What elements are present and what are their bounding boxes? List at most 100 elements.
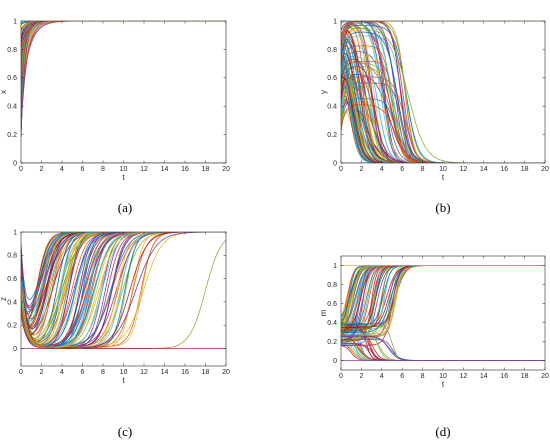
x-tick-label: 6 [81,166,85,173]
x-tick-label: 2 [40,369,44,376]
series-line [21,232,226,328]
x-axis-label: t [122,173,125,182]
series-line [341,73,545,163]
y-tick-label: 0.8 [327,47,337,54]
series-line [341,51,545,163]
panel-caption: (a) [118,200,132,215]
x-tick-label: 2 [40,166,44,173]
x-tick-label: 10 [120,166,128,173]
x-tick-label: 0 [19,166,23,173]
x-axis-label: t [442,173,445,182]
x-tick-label: 12 [140,166,148,173]
x-tick-label: 16 [500,373,508,380]
x-tick-label: 16 [181,369,189,376]
series-line [341,80,545,163]
series-line [341,77,545,163]
series-line [341,55,545,163]
series-line [341,30,545,163]
x-axis-label: t [122,376,125,385]
x-tick-label: 14 [161,369,169,376]
series-line [341,31,545,163]
series-line [341,23,545,163]
series-line [341,60,545,163]
x-tick-label: 18 [521,166,529,173]
y-tick-label: 1 [333,18,337,25]
panel-c: 0 2 4 6 8 10 12 14 16 18 20 0 0.2 0.4 0.6 0.8 1 t z (c) [0,229,230,439]
series-line [21,232,226,332]
y-tick-label: 0.2 [7,323,17,330]
y-tick-label: 0.4 [327,320,337,327]
x-tick-label: 4 [380,373,384,380]
series-line [341,29,545,163]
series-line [21,232,226,348]
panel-caption: (c) [118,424,132,439]
x-tick-label: 14 [480,166,488,173]
x-axis-label: t [442,380,445,389]
series-line [21,232,226,320]
series-line [341,52,545,163]
panel-caption: (b) [435,200,450,215]
series-line [341,21,545,163]
y-tick-label: 0.6 [327,75,337,82]
series-line [21,232,226,336]
series-line [341,56,545,163]
x-tick-label: 14 [161,166,169,173]
x-tick-label: 16 [500,166,508,173]
y-tick-label: 0.6 [7,75,17,82]
series-line [21,232,226,322]
series-line [21,232,226,349]
y-tick-label: 0 [13,160,17,167]
x-tick-label: 10 [439,166,447,173]
x-tick-label: 18 [521,373,529,380]
series-line [341,21,545,163]
series-line [21,232,226,340]
x-tick-label: 8 [421,373,425,380]
series-line [341,21,545,163]
y-tick-label: 0.4 [7,299,17,306]
x-tick-label: 8 [421,166,425,173]
x-tick-label: 20 [222,369,230,376]
series-line [341,55,545,163]
y-tick-label: 0.8 [7,47,17,54]
series-line [21,21,226,110]
x-tick-label: 4 [380,166,384,173]
y-tick-label: 0.6 [7,276,17,283]
x-tick-label: 8 [101,166,105,173]
y-tick-label: 0.4 [327,104,337,111]
series-line [21,232,226,343]
y-tick-label: 0 [13,346,17,353]
series-line [341,46,545,163]
series-line [341,30,545,163]
y-axis-label: z [0,297,8,301]
panel-d: 0 2 4 6 8 10 12 14 16 18 20 0 0.2 0.4 0.6 0.8 1 t m (d) [319,255,549,439]
panel-a: 0 2 4 6 8 10 12 14 16 18 20 0 0.2 0.4 0.6 0.8 1 t x (a) [0,18,230,215]
x-tick-label: 20 [222,166,230,173]
series-line [21,232,226,346]
y-tick-label: 0.8 [7,253,17,260]
x-tick-label: 12 [460,373,468,380]
x-tick-label: 16 [181,166,189,173]
series-line [341,101,545,163]
series-line [21,232,226,336]
y-tick-label: 0.2 [327,339,337,346]
series-line [21,21,226,101]
series-line [341,37,545,163]
x-tick-label: 10 [439,373,447,380]
x-tick-label: 2 [359,373,363,380]
series-line [21,232,226,345]
x-tick-label: 0 [339,373,343,380]
x-tick-label: 0 [339,166,343,173]
x-tick-label: 18 [202,166,210,173]
x-tick-label: 6 [81,369,85,376]
plot-area [341,21,545,163]
y-tick-label: 0 [333,160,337,167]
series-line [21,232,226,328]
y-tick-label: 1 [333,263,337,270]
y-tick-label: 0.6 [327,301,337,308]
x-tick-label: 4 [60,166,64,173]
series-line [21,232,226,308]
y-tick-label: 0.4 [7,104,17,111]
series-line [341,79,545,163]
y-tick-label: 1 [13,18,17,25]
x-tick-label: 12 [140,369,148,376]
